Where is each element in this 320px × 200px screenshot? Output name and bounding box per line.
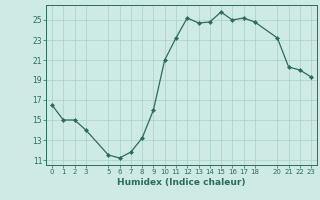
X-axis label: Humidex (Indice chaleur): Humidex (Indice chaleur) (117, 178, 246, 187)
